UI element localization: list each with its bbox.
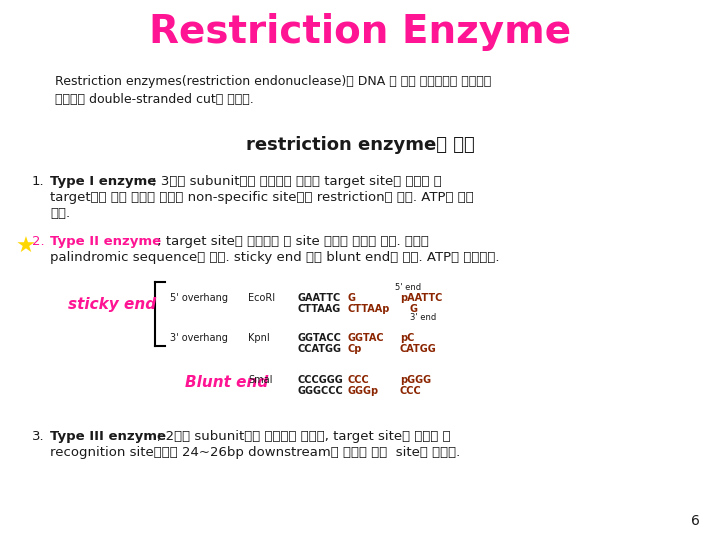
Text: restriction enzyme의 종류: restriction enzyme의 종류 xyxy=(246,136,474,154)
Text: GGTACC: GGTACC xyxy=(298,333,342,343)
Text: sticky end: sticky end xyxy=(68,298,156,313)
Text: CCCGGG: CCCGGG xyxy=(298,375,343,385)
Text: recognition site로부터 24~26bp downstream에 떨어져 있는  site를 자르다.: recognition site로부터 24~26bp downstream에 … xyxy=(50,446,460,459)
Text: ; 3개의 subunit으로 이루어져 있으며 target site를 인지한 후: ; 3개의 subunit으로 이루어져 있으며 target site를 인지… xyxy=(148,175,442,188)
Text: G: G xyxy=(410,304,418,314)
Text: ★: ★ xyxy=(16,237,36,257)
Text: CATGG: CATGG xyxy=(400,344,437,354)
Text: CTTAAp: CTTAAp xyxy=(347,304,390,314)
Text: 3.: 3. xyxy=(32,430,45,443)
Text: Restriction enzymes(restriction endonuclease)는 DNA 내 특정 염기서열을 인식하고: Restriction enzymes(restriction endonucl… xyxy=(55,75,491,88)
Text: G: G xyxy=(347,293,355,303)
Text: GGGCCC: GGGCCC xyxy=(298,386,343,396)
Text: Type III enzyme: Type III enzyme xyxy=(50,430,166,443)
Text: Type I enzyme: Type I enzyme xyxy=(50,175,156,188)
Text: GGTAC: GGTAC xyxy=(347,333,384,343)
Text: ; target site를 인지하면 그 site 내부를 자르게 된다. 대부분: ; target site를 인지하면 그 site 내부를 자르게 된다. 대… xyxy=(153,235,429,248)
Text: 5' overhang: 5' overhang xyxy=(170,293,228,303)
Text: 절단하여 double-stranded cut을 만든다.: 절단하여 double-stranded cut을 만든다. xyxy=(55,93,253,106)
Text: pGGG: pGGG xyxy=(400,375,431,385)
Text: target에서 조금 떨어진 부분의 non-specific site에서 restriction을 유도. ATP가 필요: target에서 조금 떨어진 부분의 non-specific site에서 … xyxy=(50,191,474,204)
Text: EcoRI: EcoRI xyxy=(248,293,275,303)
Text: CCC: CCC xyxy=(347,375,369,385)
Text: CCC: CCC xyxy=(400,386,422,396)
Text: 1.: 1. xyxy=(32,175,45,188)
Text: 6: 6 xyxy=(691,514,700,528)
Text: 5' end: 5' end xyxy=(395,283,421,292)
Text: Blunt end: Blunt end xyxy=(185,375,269,390)
Text: pC: pC xyxy=(400,333,415,343)
Text: Restriction Enzyme: Restriction Enzyme xyxy=(149,13,571,51)
Text: GAATTC: GAATTC xyxy=(298,293,341,303)
Text: GGGp: GGGp xyxy=(347,386,378,396)
Text: 3' overhang: 3' overhang xyxy=(170,333,228,343)
Text: ; 2개의 subunit으로 이루어져 있으며, target site를 인지한 후: ; 2개의 subunit으로 이루어져 있으며, target site를 인… xyxy=(157,430,451,443)
Text: CCATGG: CCATGG xyxy=(298,344,342,354)
Text: palindromic sequence를 인식. sticky end 또는 blunt end를 유도. ATP는 필요없다.: palindromic sequence를 인식. sticky end 또는 … xyxy=(50,251,500,264)
Text: pAATTC: pAATTC xyxy=(400,293,442,303)
Text: 3' end: 3' end xyxy=(410,313,436,322)
Text: KpnI: KpnI xyxy=(248,333,270,343)
Text: SmaI: SmaI xyxy=(248,375,272,385)
Text: 2.: 2. xyxy=(32,235,45,248)
Text: Type II enzyme: Type II enzyme xyxy=(50,235,161,248)
Text: Cp: Cp xyxy=(347,344,361,354)
Text: 하다.: 하다. xyxy=(50,207,70,220)
Text: CTTAAG: CTTAAG xyxy=(298,304,341,314)
